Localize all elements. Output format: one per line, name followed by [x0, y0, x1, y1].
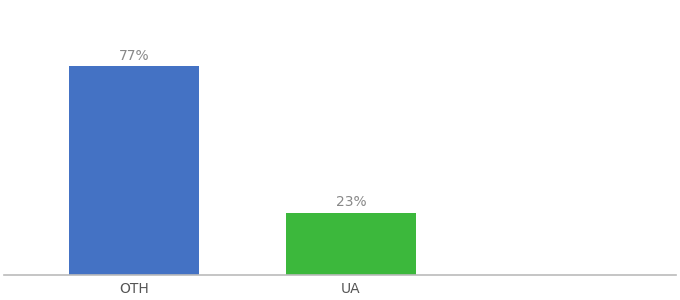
- Text: 23%: 23%: [335, 195, 366, 209]
- Text: 77%: 77%: [119, 49, 150, 63]
- Bar: [69, 66, 199, 275]
- Bar: [286, 213, 416, 275]
